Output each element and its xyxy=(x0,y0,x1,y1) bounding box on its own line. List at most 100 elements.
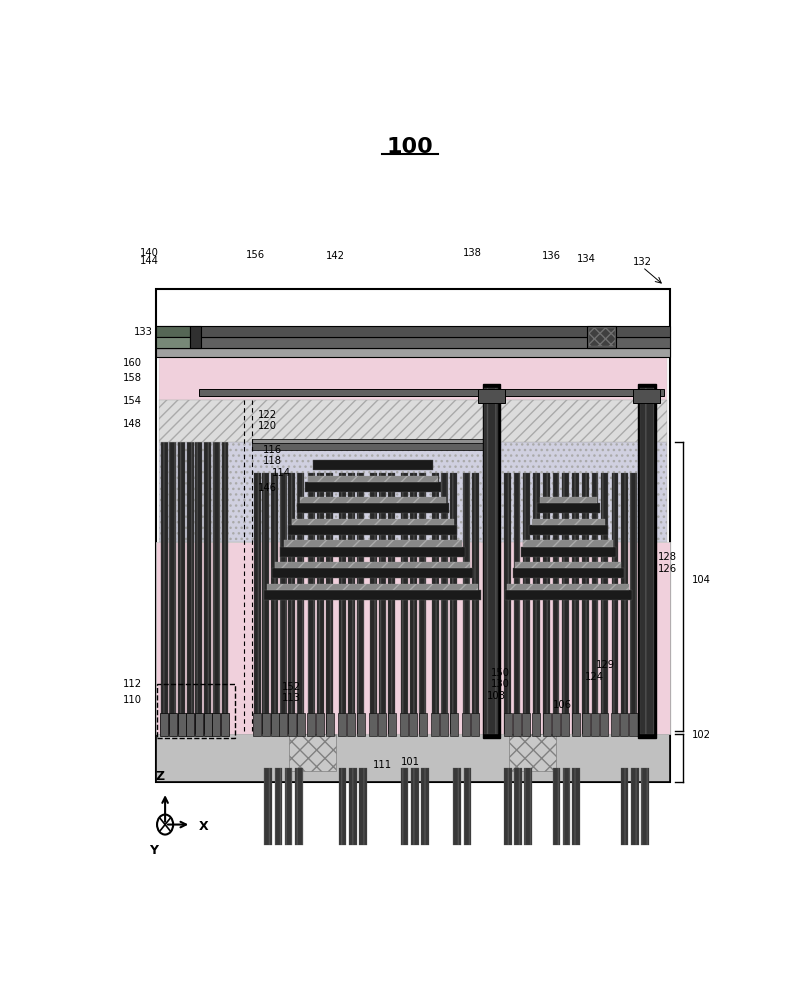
Bar xyxy=(504,768,512,845)
Bar xyxy=(539,497,598,503)
Bar xyxy=(159,400,667,442)
Bar xyxy=(562,768,570,845)
Bar xyxy=(586,326,617,348)
Bar xyxy=(454,768,461,845)
Bar xyxy=(504,713,512,736)
Bar xyxy=(357,713,365,736)
Bar xyxy=(462,473,470,734)
Bar xyxy=(222,442,228,734)
Bar xyxy=(160,713,168,736)
Text: 128: 128 xyxy=(658,552,677,562)
Text: 144: 144 xyxy=(140,256,159,266)
Bar xyxy=(378,713,386,736)
Bar xyxy=(338,473,346,734)
Bar xyxy=(316,713,325,736)
Bar xyxy=(348,473,355,734)
Bar xyxy=(159,442,667,542)
Bar xyxy=(272,568,474,578)
Bar xyxy=(221,713,229,736)
Bar xyxy=(347,713,355,736)
Bar xyxy=(178,442,185,734)
Bar xyxy=(283,540,462,547)
Bar xyxy=(514,473,520,734)
Text: 118: 118 xyxy=(263,456,282,466)
Bar xyxy=(156,348,670,357)
Text: Y: Y xyxy=(150,844,158,857)
Text: 138: 138 xyxy=(462,248,482,258)
Bar xyxy=(523,473,530,734)
Bar xyxy=(630,713,638,736)
Text: 114: 114 xyxy=(271,468,290,478)
Bar xyxy=(631,768,638,845)
Bar xyxy=(543,473,550,734)
Bar xyxy=(462,713,470,736)
Text: 106: 106 xyxy=(552,700,571,710)
Text: 108: 108 xyxy=(487,691,506,701)
Bar xyxy=(522,713,530,736)
Bar xyxy=(253,713,261,736)
Text: 101: 101 xyxy=(401,757,419,767)
Bar xyxy=(252,439,487,443)
Bar xyxy=(213,442,220,734)
Bar xyxy=(178,713,186,736)
Bar xyxy=(441,473,448,734)
Bar xyxy=(199,389,664,396)
Bar xyxy=(297,473,304,734)
Bar xyxy=(252,443,487,450)
Bar xyxy=(297,713,305,736)
Bar xyxy=(369,713,377,736)
Text: 152: 152 xyxy=(282,682,301,692)
Bar xyxy=(582,713,590,736)
Bar xyxy=(270,713,278,736)
Bar xyxy=(533,473,539,734)
Text: X: X xyxy=(198,820,208,833)
Bar xyxy=(642,768,649,845)
Bar xyxy=(531,519,606,525)
Bar xyxy=(471,713,479,736)
Bar xyxy=(515,562,622,568)
Bar xyxy=(509,734,556,771)
Text: 129: 129 xyxy=(596,660,615,670)
Text: 102: 102 xyxy=(692,730,711,740)
Bar xyxy=(505,590,632,600)
Bar xyxy=(187,442,194,734)
Bar xyxy=(432,473,438,734)
Bar xyxy=(524,768,531,845)
Bar xyxy=(195,442,202,734)
Text: 130: 130 xyxy=(490,679,510,689)
Bar xyxy=(638,384,655,738)
Text: 136: 136 xyxy=(542,251,561,261)
Bar xyxy=(482,384,500,738)
Text: 154: 154 xyxy=(122,396,142,406)
Bar xyxy=(514,768,522,845)
Bar xyxy=(601,473,608,734)
Bar xyxy=(169,713,177,736)
Text: 116: 116 xyxy=(262,445,282,455)
Bar xyxy=(279,713,287,736)
Bar xyxy=(275,562,470,568)
Text: 100: 100 xyxy=(386,137,434,157)
Bar xyxy=(630,473,637,734)
Bar xyxy=(300,497,446,503)
Text: 140: 140 xyxy=(140,248,159,258)
Bar xyxy=(553,473,559,734)
Text: 133: 133 xyxy=(134,327,153,337)
Bar xyxy=(562,713,570,736)
Bar xyxy=(464,768,471,845)
Text: 126: 126 xyxy=(658,564,677,574)
Bar xyxy=(170,442,176,734)
Bar xyxy=(611,713,619,736)
Bar xyxy=(297,503,449,513)
Bar xyxy=(156,289,670,782)
Bar xyxy=(611,473,618,734)
Text: 112: 112 xyxy=(122,679,142,689)
Bar xyxy=(440,713,449,736)
Bar xyxy=(288,713,296,736)
Text: 111: 111 xyxy=(373,760,392,770)
Bar xyxy=(271,473,278,734)
Bar xyxy=(280,473,286,734)
Bar xyxy=(640,388,654,734)
Bar xyxy=(582,473,589,734)
Bar xyxy=(289,473,295,734)
Bar xyxy=(523,540,614,547)
